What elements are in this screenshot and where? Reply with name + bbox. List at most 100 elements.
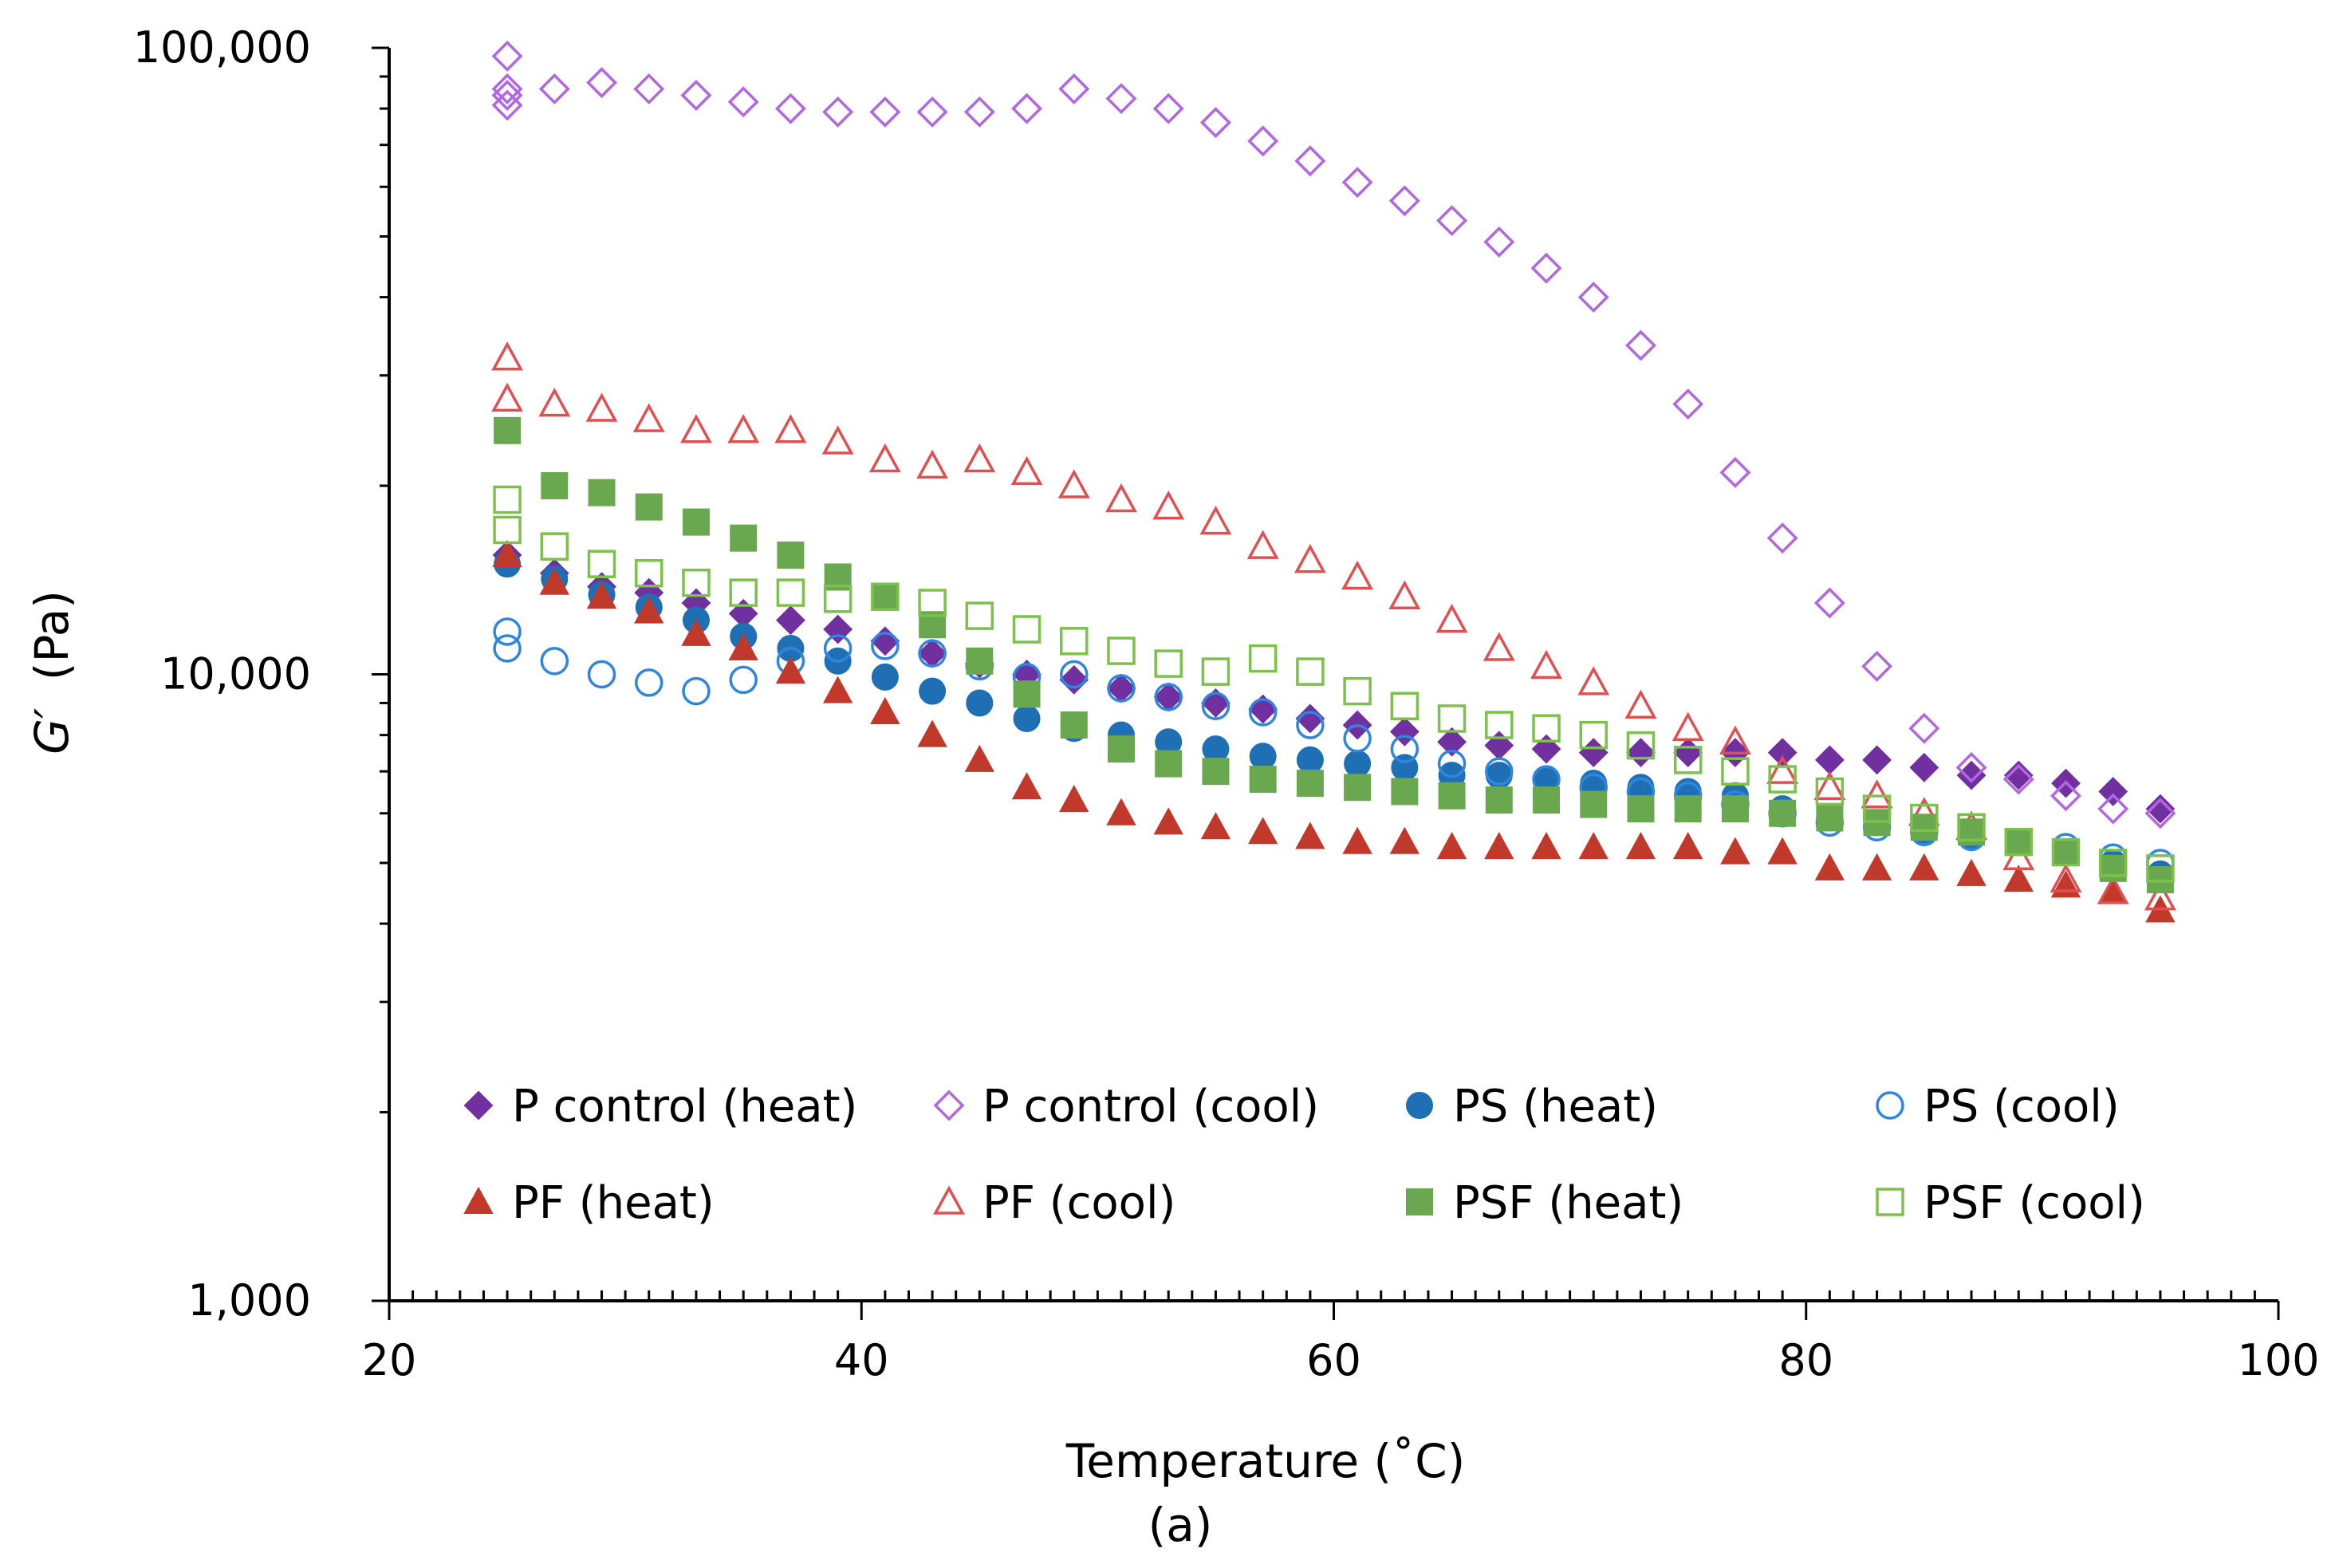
data-point (1388, 185, 1420, 217)
legend-item-ps-heat: PS (heat) (1406, 1081, 1658, 1133)
data-point (869, 96, 901, 128)
data-point (730, 524, 758, 552)
plot-points (491, 40, 2176, 923)
data-point (493, 485, 522, 514)
data-point (1484, 832, 1514, 860)
data-point (493, 515, 522, 545)
data-point (1485, 786, 1513, 814)
data-point (1247, 817, 1278, 845)
data-point (1012, 615, 1042, 644)
legend-label: PSF (cool) (1924, 1177, 2145, 1229)
data-point (1341, 560, 1374, 590)
data-point (1294, 544, 1326, 573)
legend-marker (463, 1090, 494, 1121)
x-tick-labels: 20 40 60 80 100 (362, 1335, 2320, 1385)
legend-label: PF (heat) (512, 1177, 715, 1229)
figure-caption: (a) (1148, 1498, 1213, 1552)
data-point (1435, 604, 1468, 633)
y-tick-label: 100,000 (133, 22, 311, 73)
data-point (777, 541, 805, 569)
data-point (2005, 828, 2033, 856)
legend-marker (463, 1186, 494, 1214)
data-point (1107, 735, 1135, 763)
data-point (918, 639, 947, 668)
data-point (1673, 746, 1703, 774)
legend-item-pf-cool: PF (cool) (933, 1177, 1175, 1229)
series-pf-cool (491, 341, 2176, 911)
data-point (587, 660, 616, 689)
data-point (1955, 751, 1987, 783)
data-point (1813, 587, 1845, 619)
data-point (1388, 580, 1421, 609)
data-point (822, 676, 853, 703)
data-point (1580, 790, 1608, 818)
data-point (1011, 772, 1042, 800)
data-point (1155, 750, 1183, 778)
data-point (2097, 875, 2129, 904)
data-point (1673, 738, 1703, 768)
data-point (1533, 786, 1561, 814)
data-point (1769, 799, 1797, 827)
data-point (635, 493, 663, 521)
data-point (1107, 674, 1136, 703)
data-point (1485, 711, 1514, 739)
data-point (491, 341, 524, 371)
data-point (539, 567, 569, 595)
data-point (1530, 252, 1562, 284)
data-point (964, 744, 995, 772)
data-point (966, 647, 994, 675)
data-point (916, 449, 949, 479)
data-point (1530, 649, 1562, 680)
data-point (1720, 837, 1750, 865)
data-point (1060, 711, 1088, 739)
data-point (1294, 145, 1326, 177)
legend-marker (1876, 1188, 1904, 1216)
legend-label: PS (cool) (1924, 1081, 2120, 1133)
data-point (1861, 779, 1893, 809)
data-point (1153, 807, 1183, 835)
legend-item-ps-cool: PS (cool) (1876, 1081, 2120, 1133)
data-point (822, 96, 854, 128)
data-point (729, 665, 758, 695)
data-point (1107, 636, 1136, 665)
data-point (491, 89, 523, 121)
data-point (1438, 782, 1466, 810)
data-point (1249, 766, 1277, 794)
data-point (728, 632, 758, 660)
data-point (1531, 734, 1561, 764)
data-point (1485, 757, 1514, 786)
data-point (1674, 795, 1702, 823)
data-point (1106, 798, 1136, 825)
data-point (1627, 795, 1655, 823)
data-point (1341, 167, 1373, 199)
data-point (1105, 483, 1137, 513)
data-point (966, 689, 994, 717)
legend: P control (heat) P control (cool) PS (heat… (463, 1081, 2145, 1229)
y-tick-label: 1,000 (187, 1275, 311, 1326)
data-point (1200, 812, 1231, 840)
y-tick-labels: 1,000 10,000 100,000 (133, 22, 311, 1326)
data-point (1626, 731, 1656, 760)
data-point (634, 558, 664, 588)
data-point (1249, 743, 1277, 770)
data-point (965, 601, 994, 630)
data-point (540, 647, 569, 676)
data-point (494, 416, 522, 444)
data-point (1248, 698, 1278, 727)
x-tick-label: 100 (2237, 1335, 2319, 1385)
data-point (2050, 863, 2082, 892)
data-point (541, 472, 569, 500)
data-point (682, 676, 711, 706)
x-tick-label: 60 (1306, 1335, 1361, 1385)
y-axis-title: G′ (Pa) (25, 590, 79, 754)
data-point (963, 443, 996, 473)
data-point (1154, 683, 1183, 711)
data-point (2051, 837, 2081, 867)
y-minor-ticks (372, 46, 389, 1302)
x-tick-label: 20 (362, 1335, 417, 1385)
data-point (1578, 832, 1609, 860)
data-point (1767, 738, 1798, 768)
data-point (1152, 93, 1184, 124)
data-point (1626, 738, 1656, 768)
data-point (586, 67, 617, 99)
